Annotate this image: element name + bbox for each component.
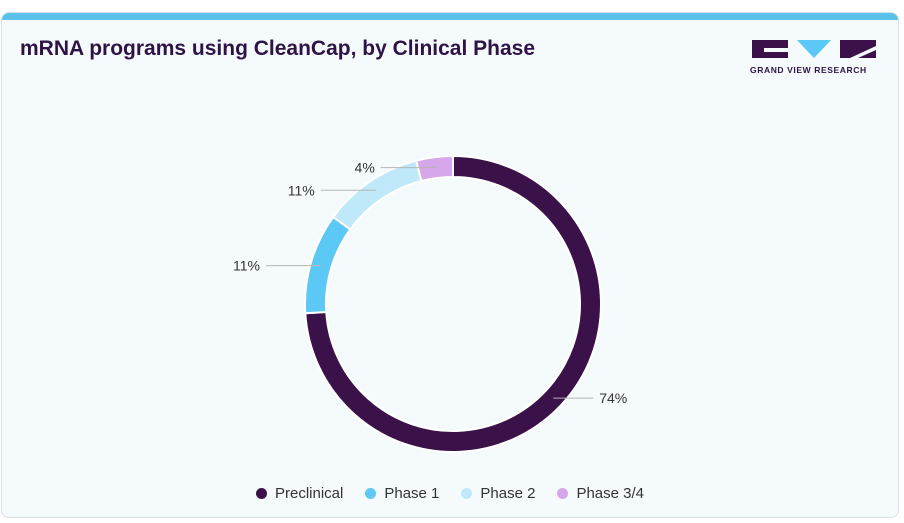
legend-item: Preclinical	[255, 485, 344, 502]
data-label: 4%	[355, 160, 375, 176]
legend-swatch	[255, 488, 267, 499]
accent-bar	[2, 13, 898, 20]
legend-swatch	[557, 488, 569, 499]
legend-swatch	[365, 488, 377, 499]
data-label: 74%	[599, 390, 627, 406]
legend-item: Phase 2	[461, 485, 535, 502]
logo-text: GRAND VIEW RESEARCH	[750, 65, 867, 75]
legend-label: Preclinical	[274, 485, 344, 502]
chart-title: mRNA programs using CleanCap, by Clinica…	[20, 37, 536, 60]
donut-slice-preclinical	[304, 154, 602, 453]
donut-chart: 74% 11% 11% 4%	[233, 154, 627, 453]
chart-legend: Preclinical Phase 1 Phase 2 Phase 3/4	[2, 485, 898, 502]
data-label: 11%	[233, 258, 260, 274]
legend-label: Phase 1	[384, 485, 440, 502]
donut-slice-phase-2	[331, 159, 423, 231]
chart-card: mRNA programs using CleanCap, by Clinica…	[1, 12, 899, 518]
legend-item: Phase 3/4	[557, 485, 644, 502]
legend-label: Phase 3/4	[576, 485, 644, 502]
logo-mark-icon	[752, 40, 876, 58]
legend-item: Phase 1	[365, 485, 439, 502]
data-label: 11%	[288, 182, 315, 198]
legend-label: Phase 2	[480, 485, 536, 502]
grand-view-research-logo: GRAND VIEW RESEARCH	[750, 37, 878, 77]
donut-slice-phase-3-4	[414, 154, 454, 183]
legend-swatch	[461, 488, 473, 499]
